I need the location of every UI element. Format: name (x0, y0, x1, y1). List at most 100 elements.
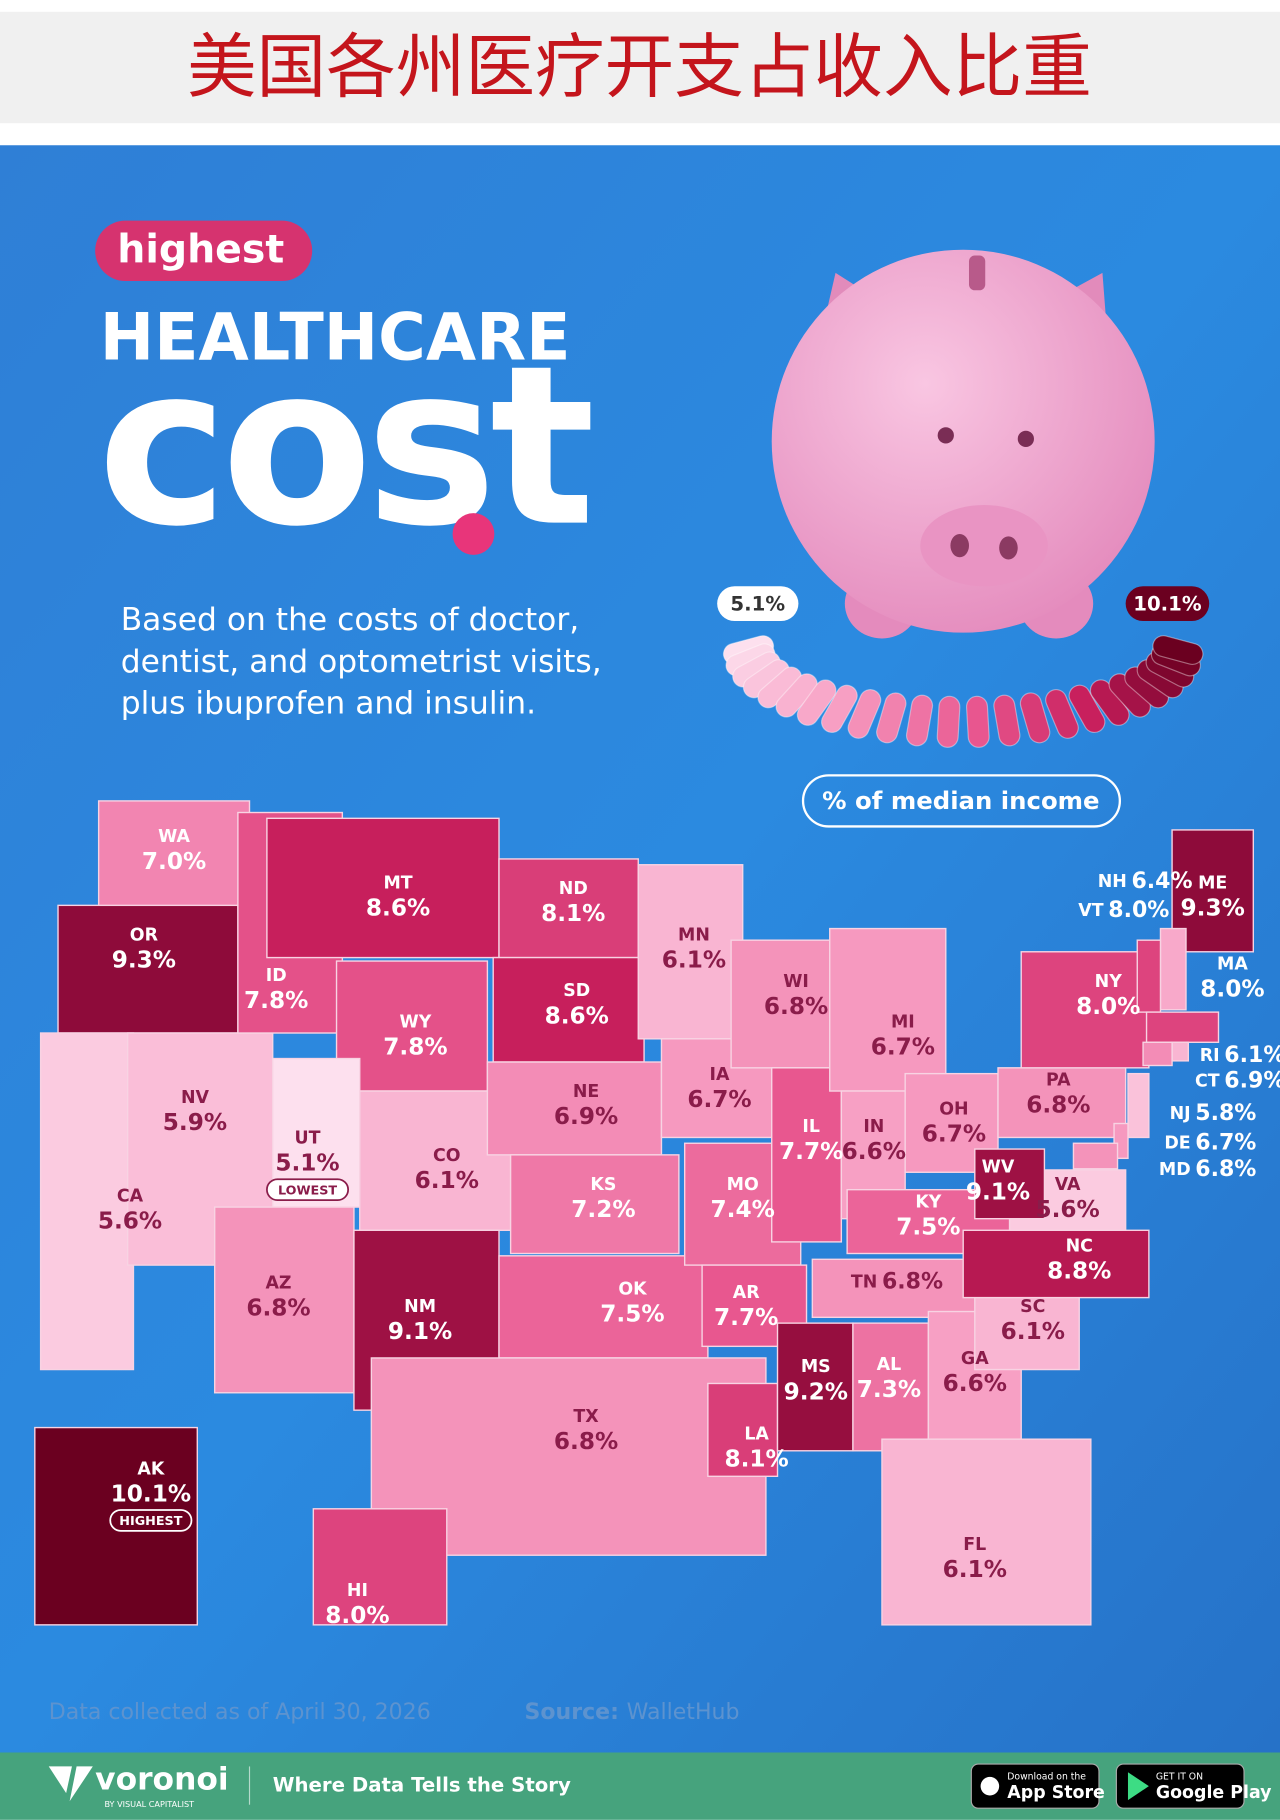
state-badge-label: HIGHEST (119, 1514, 182, 1529)
state (637, 864, 744, 1040)
state-value: 8.8% (1047, 1258, 1111, 1285)
header-band (0, 11, 1280, 124)
state-value: 7.8% (383, 1034, 447, 1061)
us-map: WA7.0%OR9.3%CA5.6%NV5.9%ID7.8%MT8.6%WY7.… (34, 800, 1280, 1629)
state-code: OK (618, 1279, 647, 1299)
state-code: PA (1046, 1071, 1071, 1091)
tagline: Where Data Tells the Story (273, 1774, 571, 1797)
play-icon (1127, 1772, 1149, 1801)
state-code: SC (1020, 1297, 1045, 1317)
state-value: 5.6% (1035, 1196, 1099, 1223)
capsule (796, 679, 837, 726)
state-code: SD (563, 981, 590, 1001)
state-code: NJ (1170, 1104, 1191, 1124)
legend-max-pill (1125, 586, 1210, 622)
brand-logo (48, 1766, 93, 1802)
state (266, 817, 500, 959)
page-title: 美国各州医疗开支占收入比重 (187, 27, 1092, 108)
state-code: MD (1159, 1160, 1191, 1180)
state-value: 7.5% (896, 1213, 960, 1240)
state-value: 8.1% (724, 1446, 788, 1473)
state-code: NY (1095, 972, 1123, 992)
state-value: 7.8% (244, 987, 308, 1014)
state-code: VT (1078, 901, 1103, 921)
state (1127, 1072, 1150, 1139)
hero-title: HEALTHCARE (100, 300, 571, 375)
state-code: CO (433, 1146, 461, 1166)
state-code: AL (877, 1355, 902, 1375)
state-code: DE (1164, 1133, 1190, 1153)
state-code: NE (573, 1082, 599, 1102)
state-value: 6.1% (662, 947, 726, 974)
state-value: 8.0% (1076, 993, 1140, 1020)
state-code: VA (1055, 1175, 1081, 1195)
capsule (820, 684, 858, 734)
state-value: 7.5% (600, 1301, 664, 1328)
state-value: 6.8% (882, 1270, 943, 1295)
state-value: 6.8% (554, 1428, 618, 1455)
state-value: 6.9% (554, 1103, 618, 1130)
piggy-bank (771, 249, 1155, 639)
state-value: 6.8% (246, 1295, 310, 1322)
state-code: ID (266, 966, 287, 986)
description-line: dentist, and optometrist visits, (121, 644, 602, 680)
legend-title: % of median income (822, 786, 1099, 815)
state-badge (266, 1178, 350, 1201)
state (509, 1154, 680, 1255)
state-code: UT (295, 1129, 321, 1149)
state-code: AZ (265, 1274, 291, 1294)
state (312, 1508, 448, 1626)
state-code: FL (963, 1535, 986, 1555)
state-value: 8.0% (1108, 898, 1169, 923)
state (730, 939, 831, 1069)
state-code: MA (1217, 955, 1248, 975)
state-value: 6.1% (1001, 1318, 1065, 1345)
capsule (1068, 684, 1106, 734)
google-play-button[interactable] (1115, 1763, 1245, 1809)
state (492, 956, 645, 1063)
state-code: KS (590, 1175, 616, 1195)
state-value: 9.1% (388, 1318, 452, 1345)
legend-min-pill (717, 586, 799, 622)
state-code: TN (851, 1273, 877, 1293)
state (997, 1067, 1127, 1139)
state-code: NM (404, 1297, 436, 1317)
state-badge-label: LOWEST (278, 1183, 337, 1198)
state-value: 6.1% (415, 1167, 479, 1194)
state (962, 1229, 1150, 1299)
state-code: NV (181, 1088, 210, 1108)
capsule (1045, 689, 1079, 739)
state-code: ND (559, 879, 588, 899)
state-code: RI (1200, 1046, 1220, 1066)
state-code: IL (802, 1117, 820, 1137)
capsule (936, 695, 961, 748)
app-store-label: App Store (1007, 1783, 1105, 1803)
brand: voronoi (95, 1761, 228, 1797)
state-value: 7.7% (779, 1138, 843, 1165)
app-store-button[interactable] (970, 1763, 1100, 1809)
state-code: OR (130, 926, 159, 946)
capsule (905, 694, 934, 747)
state-value: 5.6% (98, 1208, 162, 1235)
data-note: Data collected as of April 30, 2026 (49, 1700, 431, 1725)
state-value: 10.1% (111, 1480, 191, 1507)
state-value: 8.0% (325, 1602, 389, 1629)
state (852, 1322, 930, 1452)
state-code: AR (733, 1283, 760, 1303)
state-code: AK (137, 1459, 164, 1479)
state (829, 927, 947, 1092)
state-value: 7.4% (711, 1196, 775, 1223)
state-code: MN (678, 926, 710, 946)
state (776, 1322, 854, 1452)
source-label: Source: (525, 1700, 619, 1725)
state-code: IN (863, 1117, 884, 1137)
state-value: 6.7% (1195, 1130, 1256, 1155)
state-code: TX (573, 1407, 599, 1427)
state-value: 9.1% (966, 1179, 1030, 1206)
capsule-arc (722, 635, 1204, 748)
state (1171, 1041, 1190, 1062)
state-code: NC (1066, 1237, 1093, 1257)
state-code: MS (801, 1357, 831, 1377)
google-play-label: Google Play (1156, 1783, 1272, 1803)
